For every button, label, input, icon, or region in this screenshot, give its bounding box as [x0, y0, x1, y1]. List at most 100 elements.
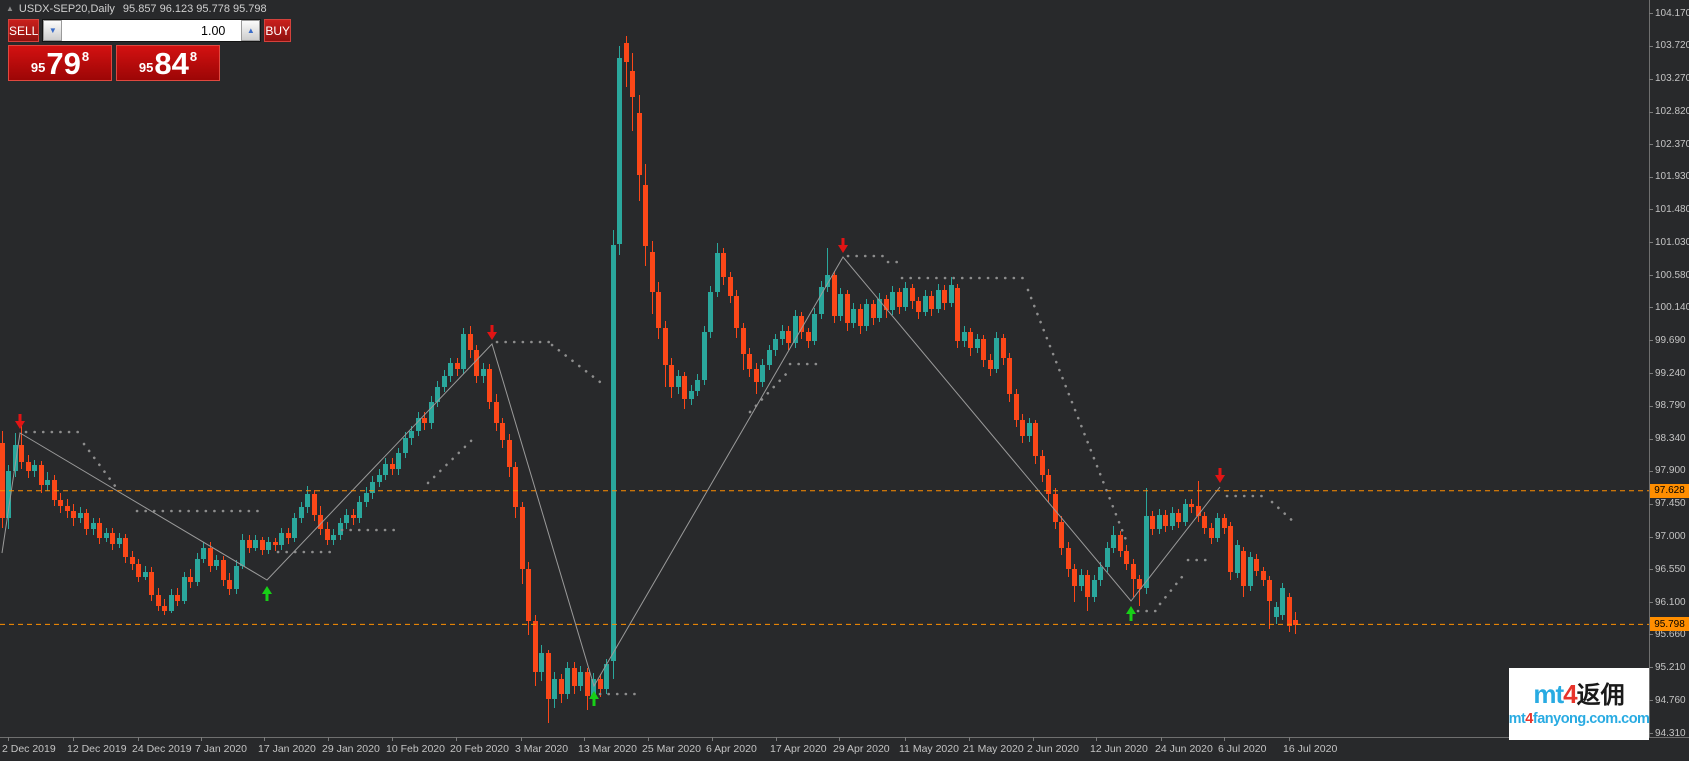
buy-button[interactable]: BUY	[264, 19, 292, 42]
ask-big-digits: 84	[154, 45, 189, 81]
volume-stepper: ▼ ▲	[42, 19, 262, 42]
candle-body	[799, 316, 804, 333]
candle-body	[948, 284, 954, 303]
candle-body	[71, 511, 76, 519]
watermark-site-mt: mt	[1508, 711, 1526, 728]
volume-decrease-button[interactable]: ▼	[43, 20, 63, 41]
candle-body	[253, 540, 258, 548]
candle-body	[12, 445, 18, 471]
candle-body	[84, 513, 89, 530]
candle-body	[1143, 516, 1149, 588]
time-tick-mark	[201, 737, 202, 741]
candle-body	[688, 390, 694, 400]
candle-body	[0, 443, 5, 519]
candle-body	[831, 275, 837, 317]
candle-body	[903, 288, 908, 307]
price-tick-label: 97.450	[1655, 498, 1686, 510]
candle-body	[844, 294, 850, 324]
candle-body	[890, 291, 895, 311]
price-tick-mark	[1649, 470, 1653, 472]
ask-price-box[interactable]: 95 84 8	[116, 45, 220, 81]
time-tick-mark	[712, 737, 713, 741]
candle-body	[266, 542, 271, 550]
time-tick-label: 29 Jan 2020	[322, 743, 380, 755]
volume-input[interactable]	[62, 20, 242, 41]
candle-body	[1007, 357, 1012, 395]
candle-body	[1000, 337, 1006, 358]
candle-body	[376, 474, 382, 482]
candle-body	[805, 332, 811, 341]
candle-body	[1117, 535, 1123, 552]
candle-body	[194, 558, 200, 582]
time-tick-label: 17 Jan 2020	[258, 743, 316, 755]
time-tick-label: 24 Dec 2019	[132, 743, 192, 755]
price-tick-label: 94.760	[1655, 694, 1686, 706]
sell-button[interactable]: SELL	[8, 19, 40, 42]
candle-body	[584, 671, 590, 696]
volume-increase-button[interactable]: ▲	[241, 20, 261, 41]
candle-body	[422, 418, 427, 424]
time-tick-mark	[905, 737, 906, 741]
candle-body	[1241, 551, 1246, 587]
time-tick-label: 17 Apr 2020	[770, 743, 827, 755]
candle-body	[929, 295, 934, 309]
time-axis-line	[0, 737, 1689, 738]
candle-body	[649, 251, 655, 292]
candle-body	[123, 538, 128, 558]
candle-body	[591, 679, 596, 696]
candle-body	[1098, 567, 1103, 581]
candle-body	[539, 653, 544, 672]
price-tick-mark	[1649, 340, 1653, 342]
symbol-title: USDX-SEP20,Daily	[18, 3, 115, 15]
candle-body	[818, 286, 824, 314]
candle-body	[1280, 587, 1285, 616]
candle-body	[350, 514, 356, 519]
time-tick-mark	[8, 737, 9, 741]
candle-body	[331, 535, 336, 541]
price-tick-label: 103.270	[1655, 73, 1689, 85]
candle-body	[32, 465, 37, 471]
time-tick-label: 25 Mar 2020	[642, 743, 701, 755]
candle-body	[383, 463, 388, 475]
candle-body	[493, 401, 499, 424]
candle-body	[246, 540, 252, 548]
candle-body	[279, 532, 284, 546]
candle-body	[1182, 503, 1188, 522]
time-tick-label: 20 Feb 2020	[450, 743, 509, 755]
candle-body	[675, 375, 681, 387]
price-tick-mark	[1649, 405, 1653, 407]
candle-body	[812, 313, 817, 341]
watermark-site-rest: fanyong.com	[1532, 711, 1618, 728]
candle-body	[981, 339, 986, 360]
price-tick-mark	[1649, 569, 1653, 571]
candle-body	[1085, 574, 1090, 597]
candle-body	[1286, 597, 1292, 627]
collapse-panel-icon[interactable]: ▲	[6, 4, 14, 13]
candle-body	[175, 595, 180, 601]
candle-body	[779, 330, 785, 340]
bid-price-box[interactable]: 95 79 8	[8, 45, 112, 81]
candles-layer[interactable]	[0, 0, 1649, 737]
candle-body	[519, 507, 525, 570]
candle-body	[1020, 419, 1025, 436]
time-tick-label: 2 Jun 2020	[1027, 743, 1079, 755]
candle-body	[1247, 557, 1253, 587]
candle-body	[45, 479, 50, 486]
candle-body	[708, 291, 713, 333]
candle-body	[272, 542, 278, 546]
candle-body	[318, 514, 323, 530]
time-tick-label: 12 Jun 2020	[1090, 743, 1148, 755]
candle-body	[19, 445, 24, 463]
candle-body	[727, 277, 733, 296]
candle-body	[500, 423, 505, 441]
candle-body	[201, 547, 206, 559]
candle-body	[604, 664, 609, 689]
time-tick-mark	[648, 737, 649, 741]
candle-body	[1215, 518, 1220, 539]
candle-body	[285, 532, 291, 539]
candle-body	[1052, 494, 1058, 523]
candle-body	[51, 479, 57, 501]
candle-body	[760, 365, 765, 382]
candle-body	[1163, 514, 1168, 526]
